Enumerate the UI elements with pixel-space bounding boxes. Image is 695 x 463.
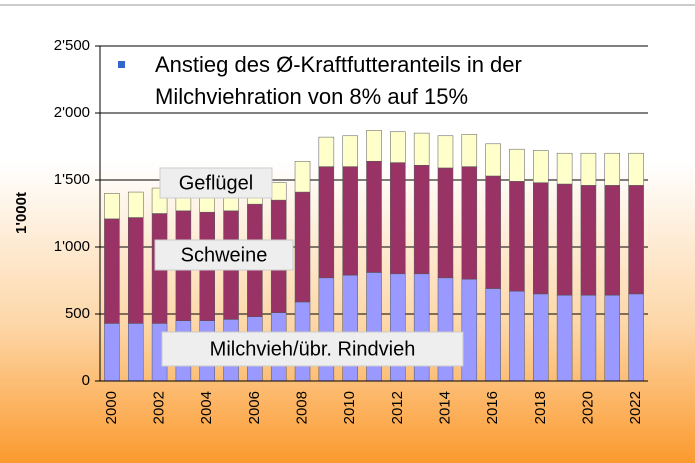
bar-segment (270, 182, 287, 201)
bar-segment (366, 130, 382, 162)
bar-segment (127, 191, 144, 218)
bar-segment (318, 166, 335, 279)
series-label: Schweine (181, 244, 268, 266)
bar-segment (342, 166, 358, 276)
bar-segment (366, 160, 382, 273)
x-tick-label: 2000 (103, 391, 120, 424)
bar-segment (127, 217, 144, 324)
bar-segment (437, 135, 454, 169)
bar-segment (580, 185, 597, 296)
bar-segment (509, 290, 525, 382)
y-tick-label: 2'000 (54, 104, 90, 121)
bar-segment (604, 152, 621, 186)
y-tick-label: 0 (82, 372, 90, 389)
series-label: Milchvieh/übr. Rindvieh (210, 338, 416, 360)
y-tick-label: 1'500 (54, 171, 90, 188)
x-tick-label: 2004 (198, 391, 215, 424)
bar-segment (580, 294, 597, 382)
series-label-box (161, 331, 464, 367)
bar-segment (437, 167, 454, 279)
bar-segment (604, 294, 621, 382)
legend-marker (118, 61, 125, 68)
bar-segment (461, 166, 478, 280)
bar-segment (127, 323, 144, 382)
x-tick-label: 2006 (246, 391, 263, 424)
bar-segment (318, 136, 335, 167)
bar-segment (104, 218, 120, 324)
x-tick-label: 2018 (532, 391, 549, 424)
series-label-box (154, 239, 294, 271)
bar-segment (342, 135, 358, 167)
bar-segment (556, 152, 573, 185)
bar-segment (509, 181, 525, 292)
bar-segment (533, 182, 549, 295)
bar-segment (390, 162, 406, 275)
annotation: Milchviehration von 8% auf 15% (155, 84, 468, 109)
bar-segment (104, 323, 120, 382)
bar-segment (461, 278, 478, 382)
x-tick-label: 2014 (436, 391, 453, 424)
y-tick-label: 500 (65, 305, 90, 322)
bar-segment (104, 193, 120, 220)
bar-segment (461, 134, 478, 167)
bar-segment (556, 183, 573, 296)
y-tick-label: 1'000 (54, 238, 90, 255)
series-label-box (159, 167, 273, 199)
x-tick-label: 2010 (341, 391, 358, 424)
x-tick-label: 2020 (579, 391, 596, 424)
bar-segment (533, 293, 549, 382)
bar-segment (294, 160, 311, 193)
bar-segment (485, 288, 501, 382)
x-tick-label: 2022 (627, 391, 644, 424)
bar-segment (485, 143, 501, 177)
bar-segment (604, 185, 621, 296)
bar-segment (580, 152, 597, 186)
bar-segment (628, 152, 644, 186)
bar-segment (556, 294, 573, 382)
bar-segment (390, 131, 406, 163)
bar-segment (628, 185, 644, 295)
x-tick-label: 2012 (389, 391, 406, 424)
bar-segment (413, 132, 430, 166)
bar-segment (294, 191, 311, 303)
y-tick-label: 2'500 (54, 37, 90, 54)
x-tick-label: 2016 (484, 391, 501, 424)
series-label: Geflügel (179, 172, 254, 194)
y-axis-label: 1'000t (13, 192, 30, 234)
bar-segment (413, 165, 430, 275)
bar-segment (509, 148, 525, 182)
bar-segment (485, 175, 501, 289)
bar-segment (628, 293, 644, 382)
annotation: Anstieg des Ø-Kraftfutteranteils in der (155, 52, 522, 77)
bar-segment (533, 150, 549, 183)
x-tick-label: 2008 (293, 391, 310, 424)
x-tick-label: 2002 (151, 391, 168, 424)
